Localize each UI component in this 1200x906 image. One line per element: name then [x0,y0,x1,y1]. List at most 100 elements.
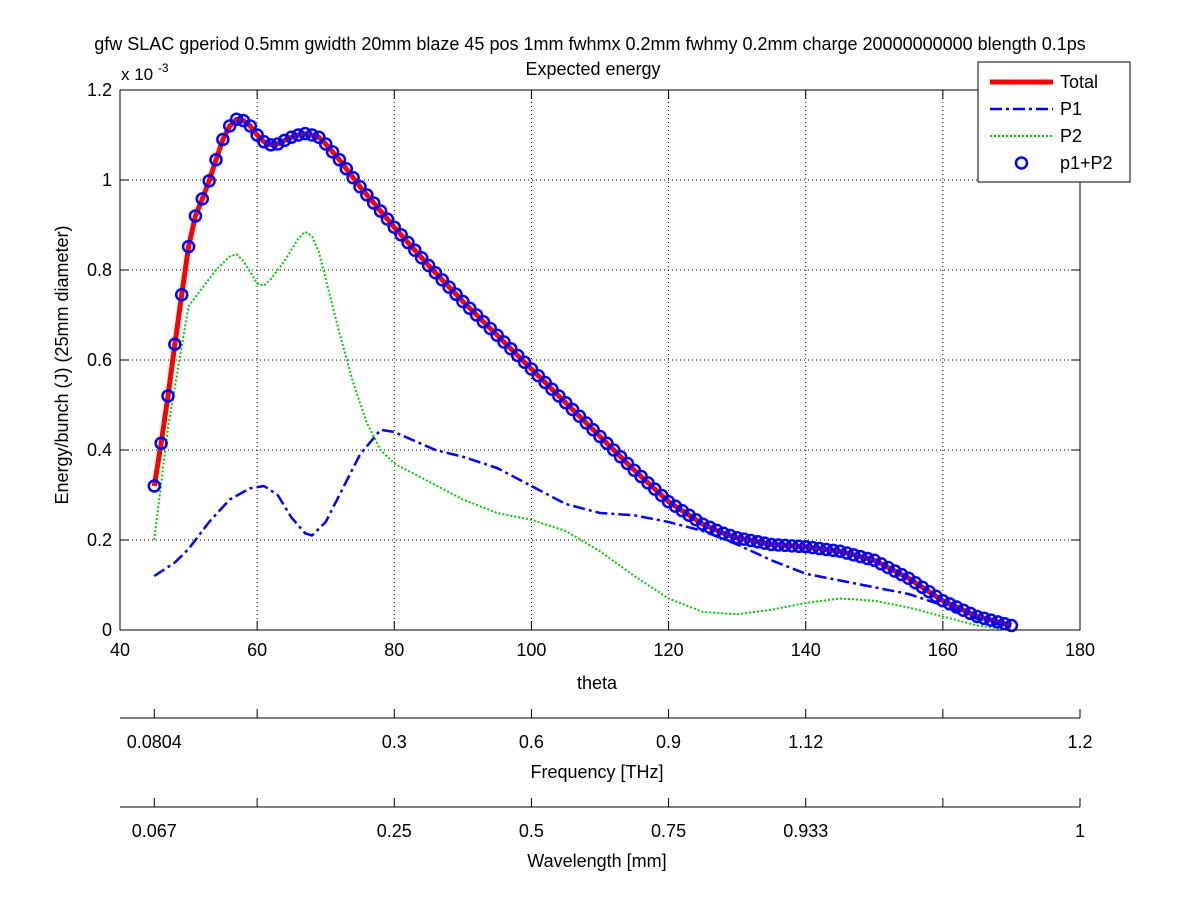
marker-p1-p2 [552,389,566,403]
x-tick-label: 40 [110,640,130,660]
y-tick-label: 0.2 [87,530,112,550]
frequency-tick-label: 1.2 [1067,732,1092,752]
marker-p1-p2 [723,528,738,543]
marker-p1-p2 [202,174,216,188]
marker-p1-p2 [284,130,299,144]
frequency-tick-label: 0.0804 [127,732,182,752]
marker-p1-p2 [819,542,834,557]
marker-p1-p2 [545,382,559,396]
marker-p1-p2 [428,265,443,280]
marker-p1-p2 [846,548,861,562]
marker-p1-p2 [984,613,998,627]
marker-p1-p2 [318,137,333,151]
marker-p1-p2 [449,287,463,302]
marker-p1-p2 [517,355,532,369]
marker-p1-p2 [949,600,964,614]
marker-p1-p2 [600,436,614,450]
x-tick-label: 140 [791,640,821,660]
marker-p1-p2 [778,538,792,553]
y-tick-label: 0.6 [87,350,112,370]
marker-p1-p2 [860,551,875,566]
marker-p1-p2 [833,544,847,558]
marker-p1-p2 [709,523,724,537]
x-axis-label: theta [577,673,618,693]
marker-p1-p2 [504,342,518,356]
y-tick-label: 1 [102,170,112,190]
marker-p1-p2 [606,443,621,457]
y-exponent-base: x 10 [121,65,153,84]
wavelength-tick-label: 0.25 [377,821,412,841]
marker-p1-p2 [414,251,429,265]
marker-p1-p2 [229,112,244,126]
marker-p1-p2 [942,597,957,611]
marker-p1-p2 [792,539,806,554]
x-tick-label: 180 [1065,640,1095,660]
marker-p1-p2 [490,328,504,342]
y-exponent-label: x 10 -3 [121,61,169,84]
wavelength-tick-label: 1 [1075,821,1085,841]
marker-p1-p2 [366,196,381,210]
y-tick-label: 0.8 [87,260,112,280]
marker-p1-p2 [812,541,827,556]
marker-p1-p2 [977,611,991,626]
marker-p1-p2 [332,153,347,167]
y-axis-label: Energy/bunch (J) (25mm diameter) [52,225,72,504]
marker-p1-p2 [970,609,984,624]
wavelength-tick-label: 0.5 [519,821,544,841]
wavelength-tick-label: 0.933 [783,821,828,841]
marker-p1-p2 [360,188,374,202]
frequency-tick-label: 0.6 [519,732,544,752]
marker-p1-p2 [997,616,1012,631]
marker-p1-p2 [174,288,189,302]
marker-p1-p2 [696,517,710,531]
chart-subtitle: Expected energy [525,59,660,79]
marker-p1-p2 [257,135,271,149]
marker-p1-p2 [209,153,223,167]
marker-p1-p2 [380,212,395,226]
marker-p1-p2 [270,137,285,151]
marker-p1-p2 [565,402,580,417]
marker-p1-p2 [730,531,744,545]
marker-p1-p2 [291,128,306,142]
marker-p1-p2 [936,594,950,608]
marker-p1-p2 [312,130,326,144]
marker-p1-p2 [147,479,162,493]
marker-p1-p2 [593,429,607,444]
marker-p1-p2 [181,239,196,254]
marker-p1-p2 [264,138,278,152]
legend-label: P2 [1060,126,1082,146]
chart-title: gfw SLAC gperiod 0.5mm gwidth 20mm blaze… [94,34,1086,54]
marker-p1-p2 [764,537,779,552]
marker-p1-p2 [888,564,902,578]
marker-p1-p2 [867,553,882,567]
marker-p1-p2 [408,243,422,257]
marker-p1-p2 [401,235,415,250]
axes-layer: 40 60 80 100 120 140 160 180 0 0.2 0.4 0.6 0.8 1 1.2 0.… [87,80,1095,841]
grid-layer [120,90,1080,630]
legend: Total P1 P2 p1+P2 [977,61,1131,183]
marker-p1-p2 [154,436,168,450]
marker-p1-p2 [442,280,456,294]
marker-p1-p2 [853,549,868,564]
marker-p1-p2 [963,606,978,621]
legend-label: p1+P2 [1060,153,1113,173]
marker-p1-p2 [757,536,772,550]
marker-p1-p2 [305,128,319,142]
legend-label: Total [1060,72,1098,92]
marker-p1-p2 [250,128,264,142]
legend-box [977,61,1131,183]
marker-p1-p2 [387,220,402,234]
marker-p1-p2 [1004,618,1019,633]
wavelength-tick-label: 0.067 [132,821,177,841]
marker-p1-p2 [195,192,210,206]
marker-p1-p2 [874,557,888,571]
marker-p1-p2 [750,535,765,549]
marker-p1-p2 [990,615,1005,629]
marker-p1-p2 [497,335,511,349]
legend-swatch [1014,156,1029,170]
marker-p1-p2 [216,132,230,147]
marker-p1-p2 [840,546,854,560]
marker-p1-p2 [956,603,971,617]
